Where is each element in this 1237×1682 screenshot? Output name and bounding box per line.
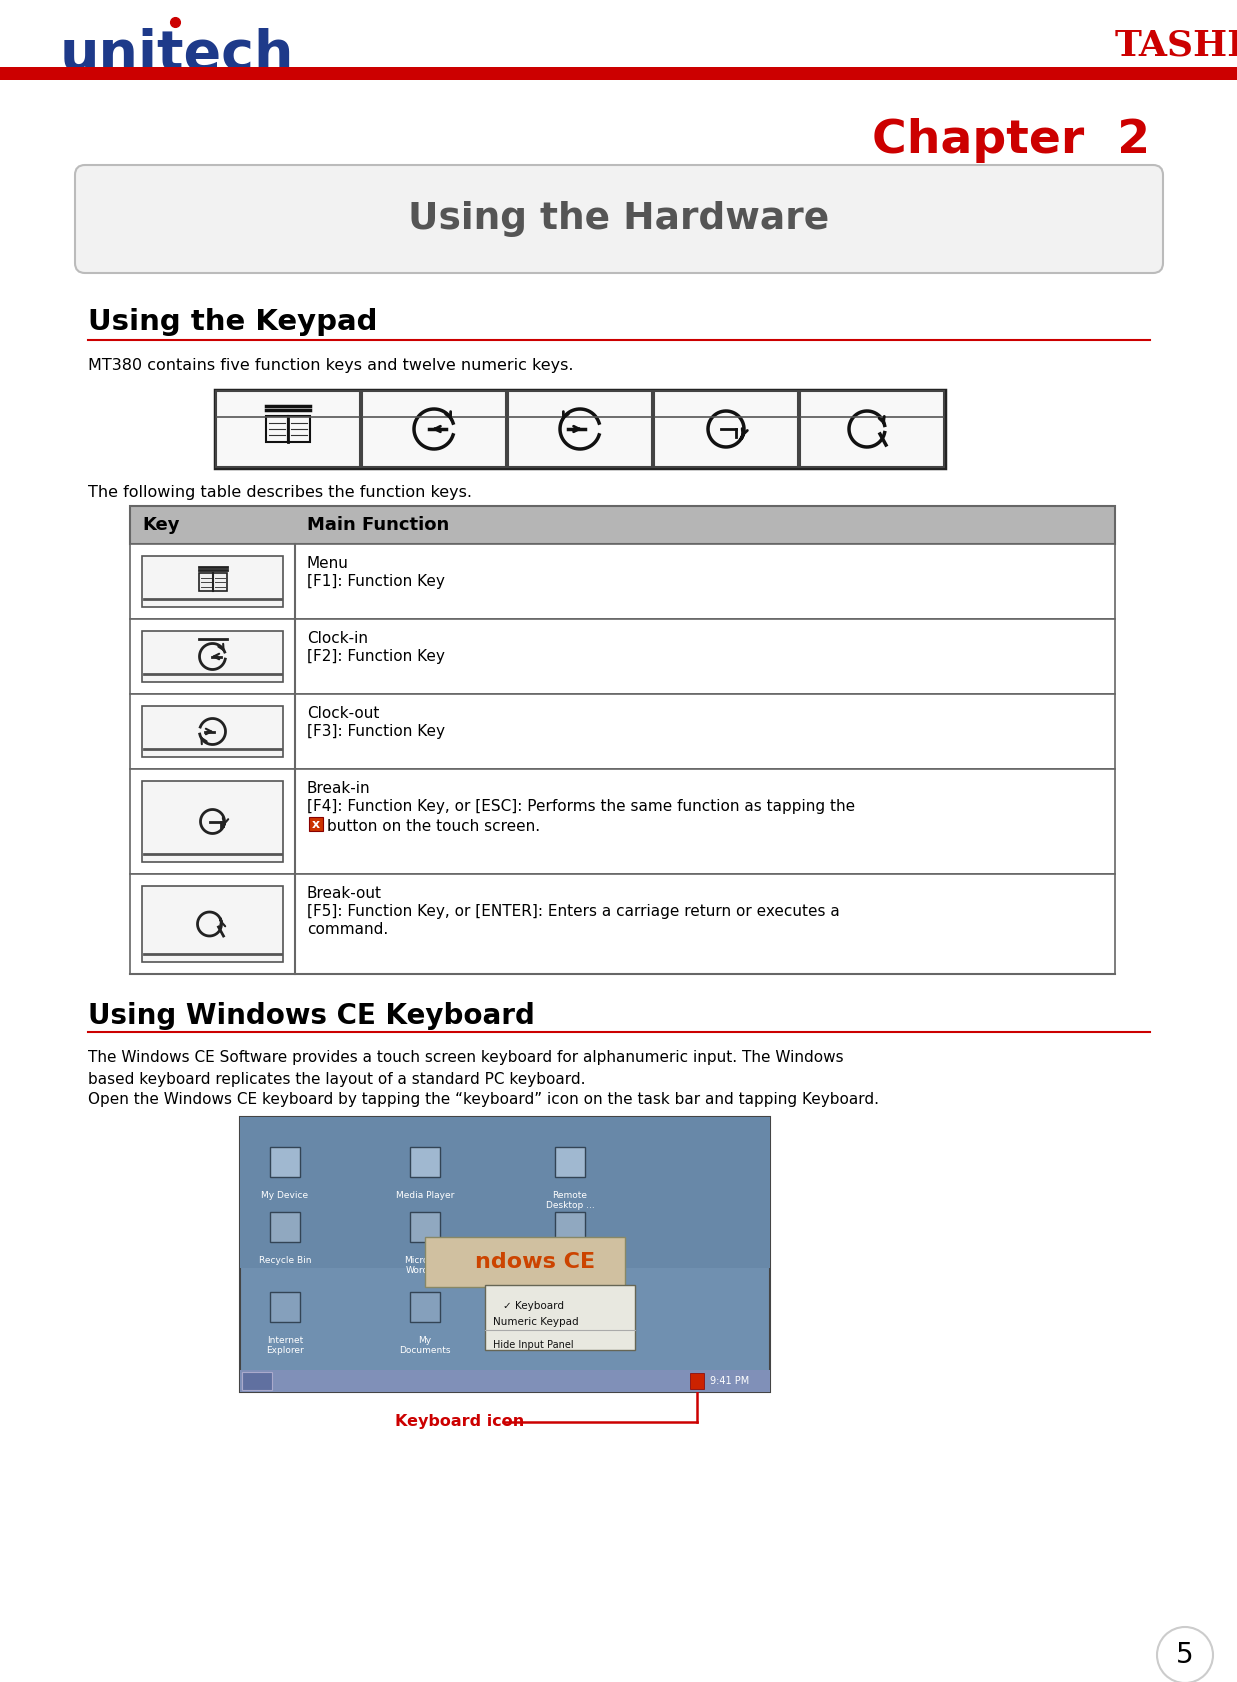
Text: Microsoft
WordPad: Microsoft WordPad (404, 1256, 445, 1275)
Text: Numeric Keypad: Numeric Keypad (494, 1317, 579, 1327)
Text: Hide Input Panel: Hide Input Panel (494, 1341, 574, 1351)
Bar (130, 506, 1115, 543)
Bar (130, 875, 1115, 974)
Text: My Device: My Device (261, 1191, 308, 1199)
Text: 5: 5 (1176, 1642, 1194, 1669)
Bar (142, 631, 283, 681)
Text: Keyboard icon: Keyboard icon (395, 1415, 524, 1430)
Text: 9:41 PM: 9:41 PM (710, 1376, 750, 1386)
Bar (216, 390, 360, 468)
Bar (426, 1236, 625, 1287)
Text: Recycle Bin: Recycle Bin (259, 1256, 312, 1265)
Text: [F3]: Function Key: [F3]: Function Key (307, 723, 445, 738)
Text: TASHI: TASHI (1115, 29, 1237, 62)
Bar (690, 1373, 704, 1389)
Text: Main Function: Main Function (307, 516, 449, 533)
Bar (242, 1373, 272, 1389)
Text: button on the touch screen.: button on the touch screen. (327, 819, 541, 834)
Text: Remote
Desktop ...: Remote Desktop ... (546, 1191, 594, 1211)
Bar (409, 1213, 440, 1241)
Bar (198, 572, 213, 590)
Bar (215, 390, 945, 468)
Bar (800, 390, 944, 468)
Bar (142, 706, 283, 757)
Text: Using Windows CE Keyboard: Using Windows CE Keyboard (88, 1002, 534, 1029)
Circle shape (1157, 1626, 1213, 1682)
Bar (309, 817, 323, 831)
FancyBboxPatch shape (75, 165, 1163, 272)
Text: Menu: Menu (307, 557, 349, 570)
Bar (266, 415, 288, 442)
Bar (142, 557, 283, 607)
Bar (130, 769, 1115, 875)
Text: Using the Hardware: Using the Hardware (408, 202, 830, 237)
Text: Break-in: Break-in (307, 780, 371, 796)
Bar (130, 619, 1115, 695)
Bar (362, 390, 506, 468)
Text: [F5]: Function Key, or [ENTER]: Enters a carriage return or executes a: [F5]: Function Key, or [ENTER]: Enters a… (307, 903, 840, 918)
Bar (270, 1147, 301, 1177)
Text: Using the Keypad: Using the Keypad (88, 308, 377, 336)
Text: The following table describes the function keys.: The following table describes the functi… (88, 484, 473, 500)
Bar (142, 780, 283, 861)
Bar (485, 1285, 635, 1351)
Bar (288, 415, 310, 442)
Bar (555, 1213, 585, 1241)
Bar (130, 543, 1115, 619)
Text: [F4]: Function Key, or [ESC]: Performs the same function as tapping the: [F4]: Function Key, or [ESC]: Performs t… (307, 799, 855, 814)
Text: [F1]: Function Key: [F1]: Function Key (307, 574, 445, 589)
Text: ✓ Keyboard: ✓ Keyboard (503, 1300, 564, 1310)
Bar (240, 1117, 769, 1393)
Text: unitech: unitech (61, 29, 294, 82)
Bar (555, 1147, 585, 1177)
Bar (142, 886, 283, 962)
Text: Key: Key (142, 516, 179, 533)
Bar (270, 1213, 301, 1241)
Bar (409, 1147, 440, 1177)
Text: Chapter  2: Chapter 2 (872, 118, 1150, 163)
Text: My
Documents: My Documents (400, 1336, 450, 1356)
Bar (0, 67, 1237, 81)
Text: Clock-out: Clock-out (307, 706, 380, 722)
Text: Break-out: Break-out (307, 886, 382, 902)
Text: Media Player: Media Player (396, 1191, 454, 1199)
Bar (270, 1292, 301, 1322)
Text: x: x (312, 817, 320, 831)
Text: ndows CE: ndows CE (475, 1251, 595, 1272)
Bar (240, 1371, 769, 1393)
Text: The Windows CE Software provides a touch screen keyboard for alphanumeric input.: The Windows CE Software provides a touch… (88, 1050, 844, 1087)
Text: Clock-in: Clock-in (307, 631, 367, 646)
Text: Internet
Explorer: Internet Explorer (266, 1336, 304, 1356)
Bar (240, 1117, 769, 1268)
Bar (409, 1292, 440, 1322)
Text: Open the Windows CE keyboard by tapping the “keyboard” icon on the task bar and : Open the Windows CE keyboard by tapping … (88, 1092, 880, 1107)
Text: MT380 contains five function keys and twelve numeric keys.: MT380 contains five function keys and tw… (88, 358, 574, 373)
Text: [F2]: Function Key: [F2]: Function Key (307, 649, 445, 664)
Text: command.: command. (307, 922, 388, 937)
Bar (654, 390, 798, 468)
Bar (508, 390, 652, 468)
Bar (213, 572, 226, 590)
Bar (130, 695, 1115, 769)
